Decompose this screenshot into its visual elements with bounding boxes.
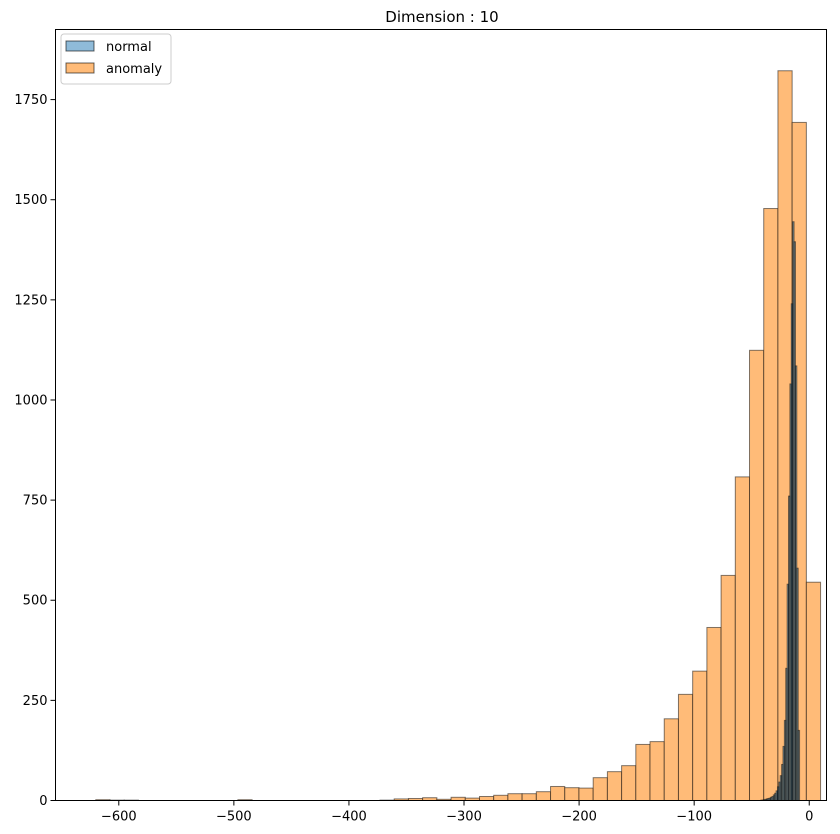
anomaly-bar: [763, 208, 779, 801]
legend-swatch-normal: [65, 40, 95, 52]
y-tick-label: 750: [23, 494, 48, 509]
anomaly-bar: [578, 787, 594, 802]
anomaly-bar: [521, 793, 537, 801]
legend-swatch-anomaly: [65, 62, 95, 74]
anomaly-bar: [734, 476, 751, 801]
y-tick-label: 1750: [14, 93, 47, 108]
y-tick-label: 500: [23, 594, 48, 609]
anomaly-bar: [677, 693, 694, 802]
x-tick-label: −100: [676, 810, 712, 825]
anomaly-bar: [478, 795, 495, 802]
anomaly-bar: [749, 349, 765, 801]
legend-label-anomaly: anomaly: [106, 62, 162, 77]
anomaly-bar: [706, 626, 722, 801]
x-tick-label: −500: [216, 810, 252, 825]
y-tick-label: 250: [23, 694, 48, 709]
anomaly-bar: [621, 765, 637, 801]
y-tick-label: 1250: [14, 293, 47, 308]
anomaly-bar: [720, 574, 736, 802]
x-tick-label: 0: [805, 810, 813, 825]
ticks-layer: −600 −500 −400 −300 −200 −100 0 0 250 500 750 1000 1…: [14, 93, 813, 824]
legend: normal anomaly: [60, 33, 172, 85]
anomaly-bar: [550, 785, 566, 801]
anomaly-bar: [564, 787, 580, 801]
chart-title: Dimension : 10: [385, 8, 498, 26]
bars-layer: [95, 70, 822, 802]
x-tick-label: −300: [446, 810, 482, 825]
anomaly-bar: [635, 743, 651, 801]
y-tick-label: 1500: [14, 193, 47, 208]
anomaly-bar: [805, 581, 822, 801]
x-tick-label: −400: [331, 810, 367, 825]
x-tick-label: −600: [101, 810, 137, 825]
legend-label-normal: normal: [106, 40, 152, 55]
y-tick-label: 1000: [14, 393, 47, 408]
anomaly-bar: [535, 791, 552, 802]
normal-bar: [797, 729, 801, 802]
anomaly-bar: [493, 794, 509, 802]
x-tick-label: −200: [561, 810, 597, 825]
anomaly-bar: [592, 777, 608, 802]
anomaly-bar: [606, 771, 623, 801]
anomaly-bar: [649, 741, 665, 802]
axes-frame: [55, 29, 827, 801]
anomaly-bar: [507, 793, 523, 801]
anomaly-bar: [692, 670, 708, 801]
y-tick-label: 0: [39, 794, 47, 809]
anomaly-bar: [663, 718, 679, 801]
